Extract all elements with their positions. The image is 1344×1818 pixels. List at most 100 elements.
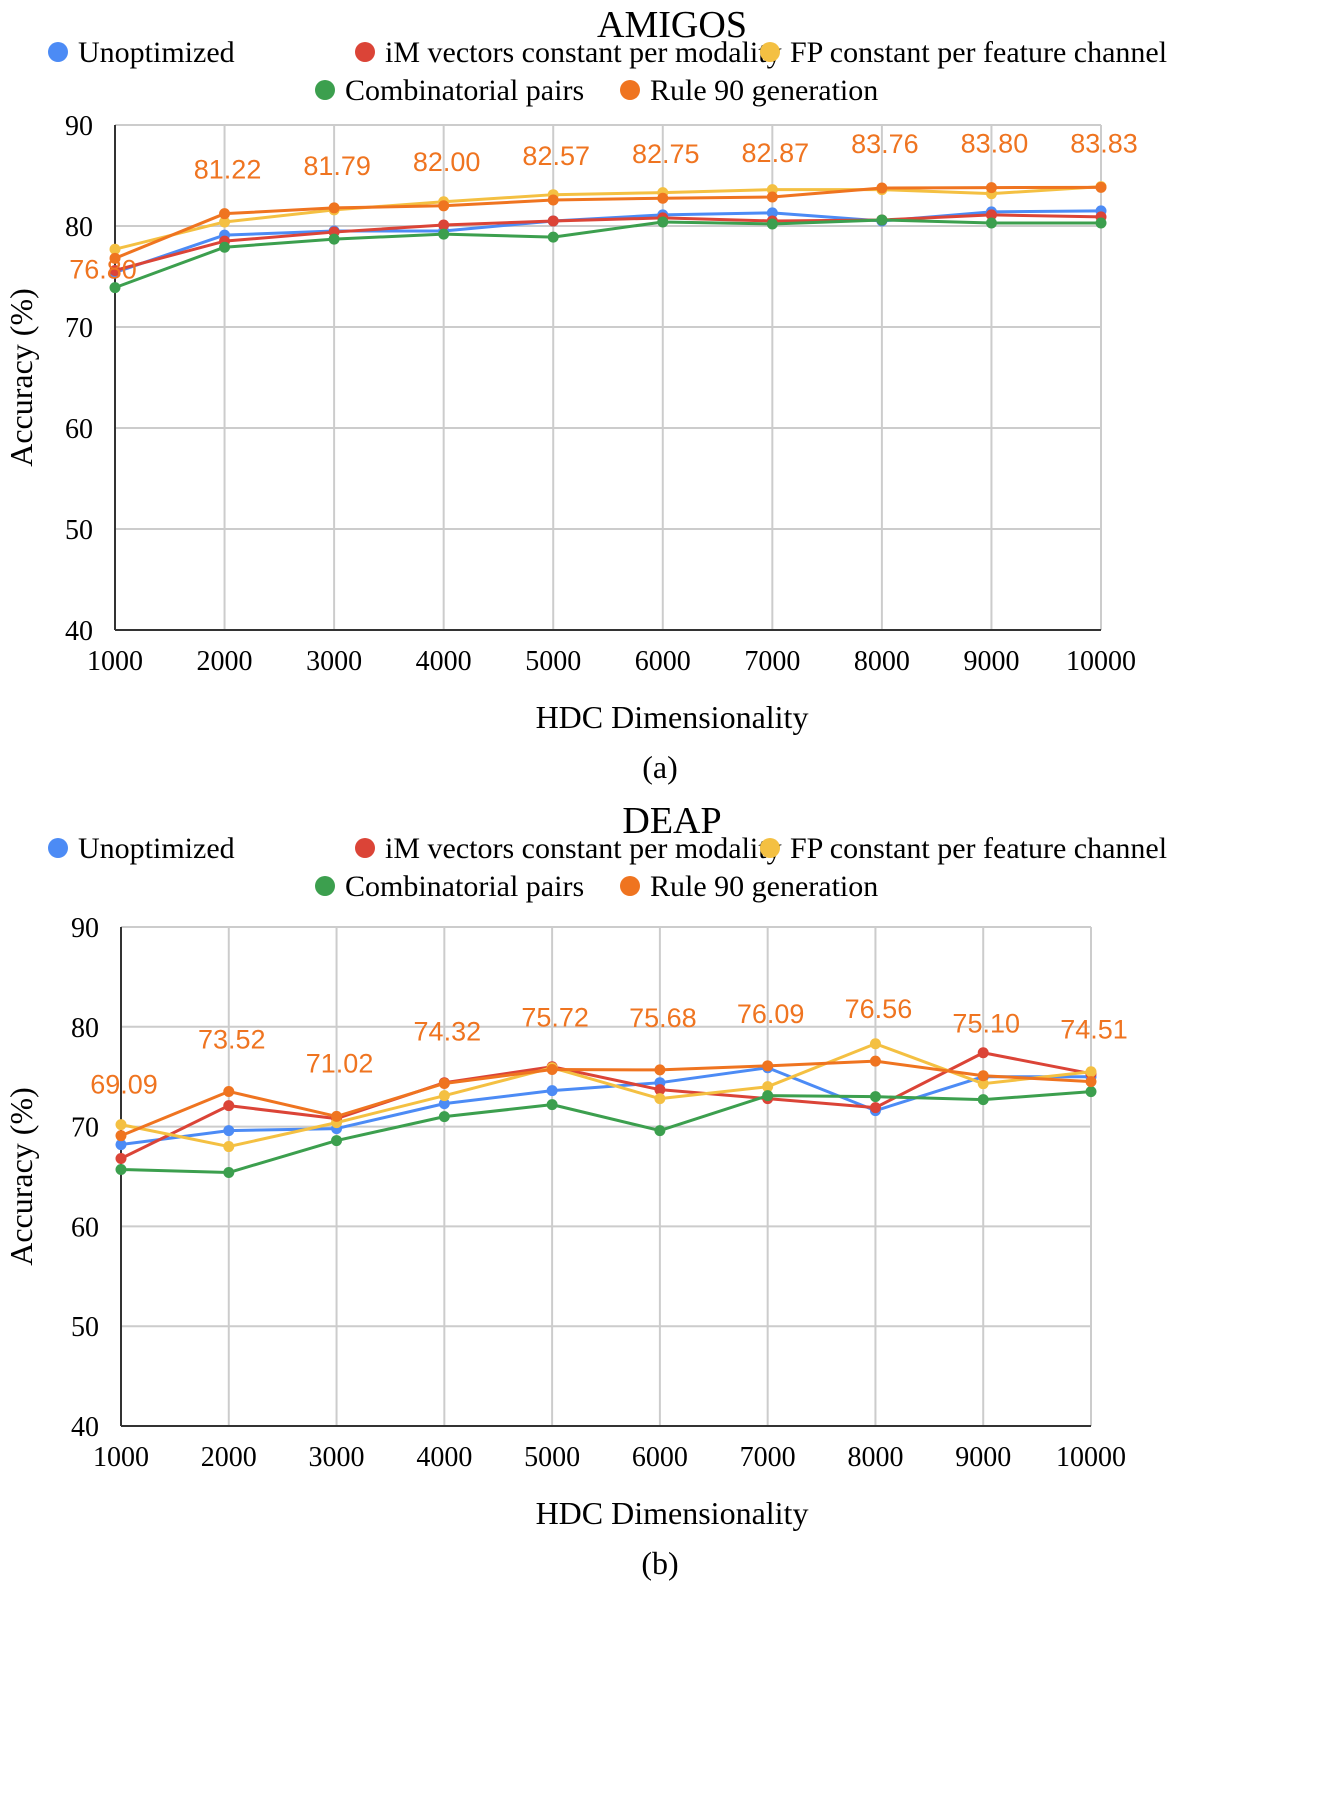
chart-deap: DEAP Unoptimized iM vectors constant per m…	[3, 800, 1167, 1581]
data-point	[219, 216, 231, 228]
data-point	[115, 1164, 127, 1176]
data-point	[654, 1093, 666, 1105]
data-point	[1085, 1086, 1097, 1098]
legend-item-fp_constant[interactable]: FP constant per feature channel	[760, 832, 1167, 865]
series-combinatorial	[115, 1086, 1097, 1179]
y-axis-label: Accuracy (%)	[3, 1087, 39, 1266]
data-label: 82.87	[742, 138, 810, 168]
data-point	[331, 1135, 343, 1147]
data-point	[223, 1167, 235, 1179]
legend-item-im_vectors[interactable]: iM vectors constant per modality	[355, 832, 782, 865]
y-axis-label: Accuracy (%)	[3, 288, 39, 467]
series-line	[114, 218, 1101, 290]
x-tick-label: 5000	[524, 1442, 580, 1473]
data-point	[223, 1141, 235, 1153]
chart-caption: (a)	[642, 749, 678, 785]
data-point	[869, 1102, 881, 1114]
data-label: 83.76	[851, 129, 919, 159]
legend-item-combinatorial[interactable]: Combinatorial pairs	[315, 74, 584, 107]
data-point	[115, 1153, 127, 1165]
x-tick-label: 9000	[963, 646, 1019, 677]
data-point	[546, 1064, 558, 1076]
y-tick-label: 60	[71, 1212, 99, 1243]
chart-caption: (b)	[641, 1545, 678, 1581]
data-point	[985, 209, 997, 221]
data-label: 81.22	[194, 155, 262, 185]
data-point	[977, 1070, 989, 1082]
data-point	[546, 1099, 558, 1111]
data-label: 81.79	[303, 151, 371, 181]
legend-marker	[48, 838, 68, 858]
series-line	[114, 185, 1102, 251]
data-point	[328, 202, 340, 214]
data-label: 73.52	[198, 1024, 266, 1054]
y-tick-label: 60	[65, 414, 93, 445]
data-point	[223, 1085, 235, 1097]
x-tick-label: 7000	[740, 1442, 796, 1473]
data-label: 69.09	[90, 1070, 158, 1100]
data-point	[766, 207, 778, 219]
x-tick-label: 4000	[416, 1442, 472, 1473]
series-combinatorial	[109, 214, 1107, 294]
data-point	[657, 216, 669, 228]
data-label: 76.56	[845, 994, 913, 1024]
data-point	[115, 1119, 127, 1131]
data-point	[438, 200, 450, 212]
legend-label: Unoptimized	[78, 832, 235, 865]
data-point	[438, 1111, 450, 1123]
y-tick-label: 50	[71, 1312, 99, 1343]
x-tick-label: 8000	[854, 646, 910, 677]
data-point	[331, 1110, 343, 1122]
legend-item-fp_constant[interactable]: FP constant per feature channel	[760, 36, 1167, 69]
x-tick-label: 1000	[87, 646, 143, 677]
data-point	[109, 252, 121, 264]
data-point	[438, 228, 450, 240]
legend-label: FP constant per feature channel	[790, 36, 1167, 69]
data-point	[1085, 1076, 1097, 1088]
data-point	[219, 208, 231, 220]
data-label: 82.57	[522, 141, 590, 171]
x-tick-label: 3000	[306, 646, 362, 677]
data-label: 74.51	[1060, 1015, 1128, 1045]
y-tick-label: 70	[65, 313, 93, 344]
data-label: 75.72	[521, 1003, 589, 1033]
x-tick-label: 1000	[93, 1442, 149, 1473]
series-line	[114, 213, 1102, 272]
data-point	[438, 1098, 450, 1110]
legend-item-rule90[interactable]: Rule 90 generation	[620, 74, 878, 107]
chart-title: DEAP	[622, 800, 721, 842]
legend-marker	[620, 80, 640, 100]
y-tick-label: 70	[71, 1113, 99, 1144]
legend-marker	[315, 80, 335, 100]
data-point	[438, 1090, 450, 1102]
x-tick-label: 8000	[847, 1442, 903, 1473]
x-tick-label: 9000	[955, 1442, 1011, 1473]
x-tick-label: 5000	[525, 646, 581, 677]
data-label: 76.80	[69, 254, 137, 284]
data-label: 75.68	[629, 1003, 697, 1033]
y-tick-label: 50	[65, 515, 93, 546]
data-point	[219, 241, 231, 253]
legend-item-im_vectors[interactable]: iM vectors constant per modality	[355, 36, 782, 69]
chart-title: AMIGOS	[597, 4, 747, 46]
series-line	[120, 1059, 1092, 1138]
data-point	[328, 233, 340, 245]
legend-item-combinatorial[interactable]: Combinatorial pairs	[315, 870, 584, 903]
legend-item-rule90[interactable]: Rule 90 generation	[620, 870, 878, 903]
x-tick-label: 6000	[632, 1442, 688, 1473]
legend-item-unoptimized[interactable]: Unoptimized	[48, 832, 235, 865]
data-point	[547, 194, 559, 206]
x-axis-label: HDC Dimensionality	[536, 699, 809, 735]
data-point	[657, 192, 669, 204]
data-label: 75.10	[952, 1009, 1020, 1039]
data-point	[977, 1047, 989, 1059]
legend-item-unoptimized[interactable]: Unoptimized	[48, 36, 235, 69]
data-point	[762, 1090, 774, 1102]
legend-label: Unoptimized	[78, 36, 235, 69]
legend-label: Combinatorial pairs	[345, 870, 584, 903]
data-point	[876, 182, 888, 194]
data-point	[985, 182, 997, 194]
legend-label: Rule 90 generation	[650, 74, 878, 107]
series-rule90	[115, 1055, 1097, 1142]
series-line	[120, 1051, 1092, 1160]
